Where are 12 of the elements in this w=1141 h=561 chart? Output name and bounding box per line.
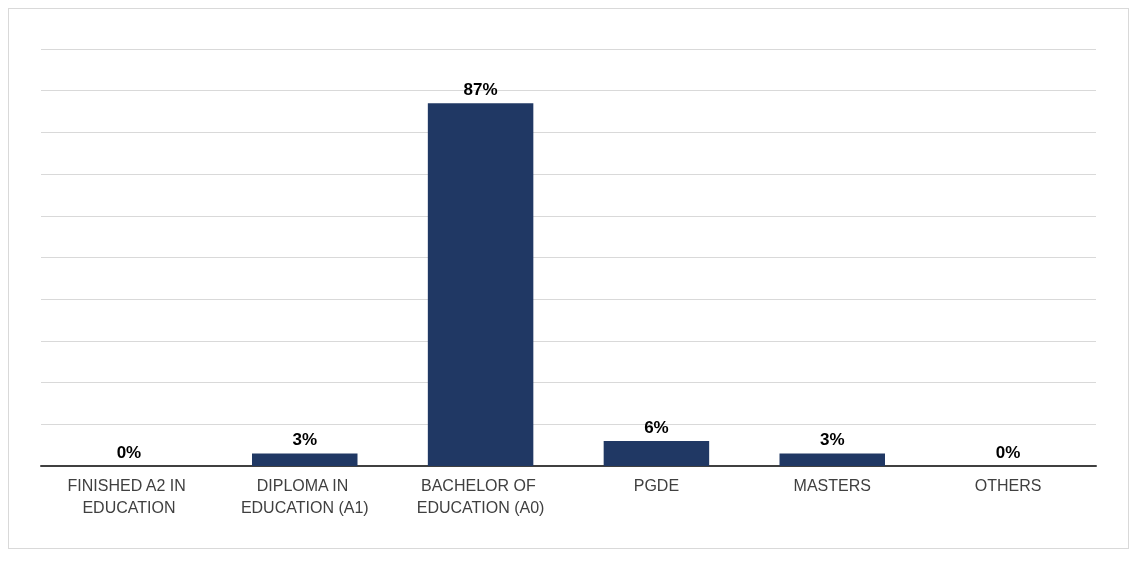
data-label: 0%: [995, 443, 1021, 462]
data-label: 87%: [463, 80, 498, 100]
data-label: 3%: [292, 430, 318, 450]
x-tick-label: PGDE: [633, 476, 680, 494]
x-tick-label: DIPLOMA IN EDUCATION (A1): [240, 476, 369, 516]
x-tick-label: MASTERS: [793, 476, 871, 494]
data-label: 3%: [819, 430, 845, 450]
x-tick-label: FINISHED A2 IN EDUCATION: [67, 476, 191, 516]
x-tick-label: OTHERS: [974, 476, 1042, 494]
data-label: 0%: [116, 443, 142, 462]
data-label: 6%: [644, 417, 669, 437]
x-tick-label: BACHELOR OF EDUCATION (A0): [416, 476, 545, 516]
